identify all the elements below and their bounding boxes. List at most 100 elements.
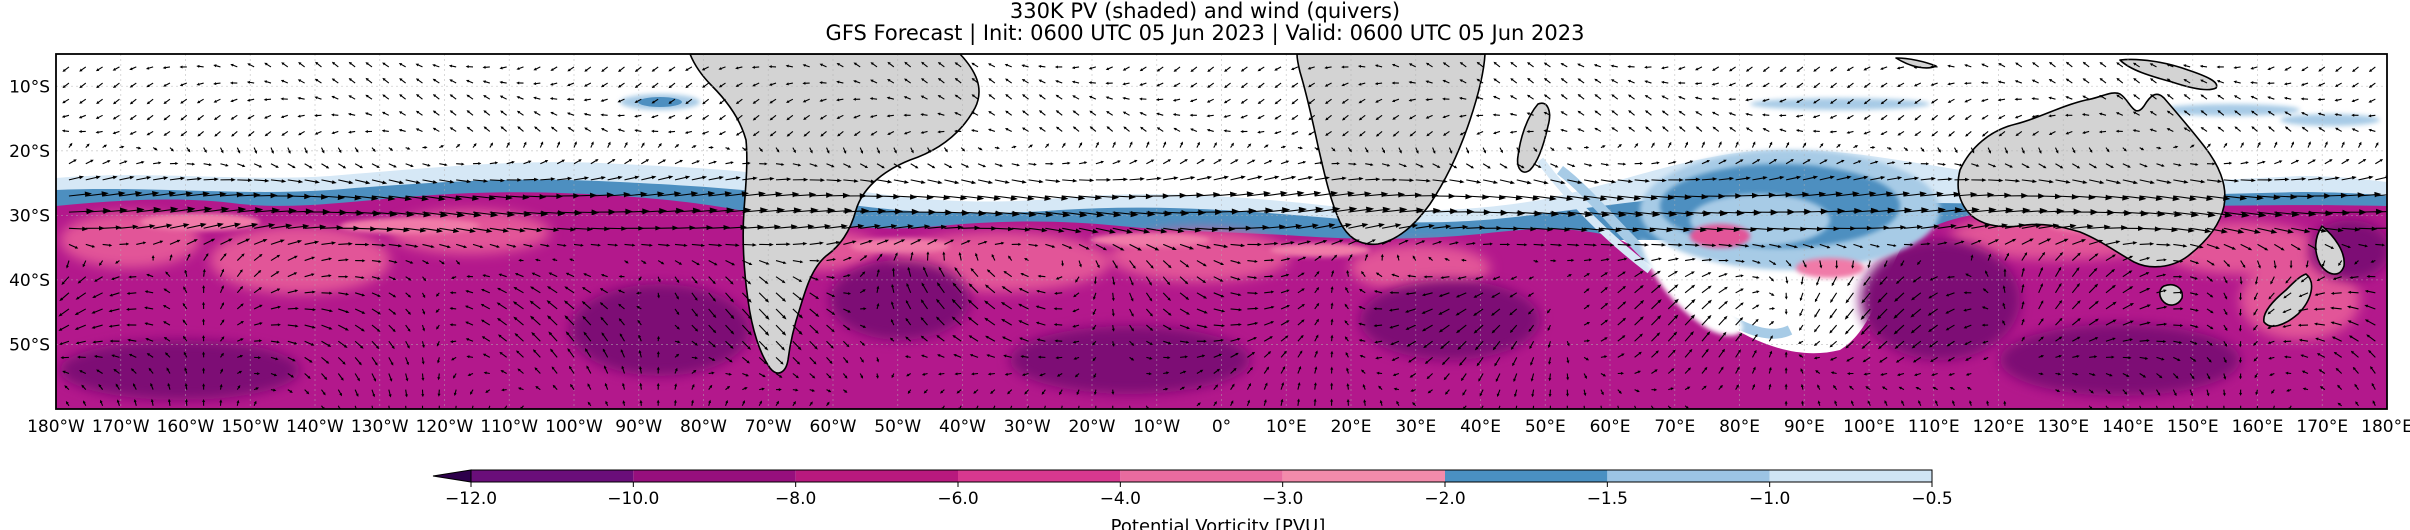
- quiver-arrow: [163, 98, 171, 105]
- quiver-arrow: [1476, 130, 1484, 135]
- quiver-arrow: [1543, 94, 1551, 100]
- quiver-arrow: [415, 128, 423, 132]
- quiver-arrow: [1819, 159, 1828, 165]
- quiver-arrow: [1493, 78, 1501, 84]
- quiver-arrow: [1728, 112, 1736, 116]
- quiver-arrow: [769, 114, 777, 121]
- quiver-arrow: [1240, 98, 1248, 104]
- quiver-arrow: [68, 175, 85, 181]
- x-tick-label: 140°E: [2102, 417, 2154, 437]
- quiver-arrow: [466, 110, 474, 116]
- quiver-arrow: [2014, 80, 2022, 84]
- quiver-arrow: [1190, 82, 1198, 88]
- quiver-arrow: [887, 79, 895, 84]
- quiver-arrow: [1527, 62, 1534, 68]
- quiver-arrow: [904, 61, 912, 68]
- x-tick-label: 80°E: [1719, 417, 1760, 437]
- quiver-arrow: [2082, 78, 2090, 84]
- quiver-arrow: [809, 178, 826, 182]
- quiver-arrow: [960, 163, 970, 168]
- quiver-arrow: [1937, 162, 1946, 166]
- quiver-arrow: [725, 146, 731, 150]
- quiver-arrow: [416, 94, 423, 100]
- quiver-arrow: [382, 77, 390, 84]
- quiver-arrow: [337, 147, 342, 154]
- quiver-arrow: [1054, 65, 1063, 69]
- quiver-arrow: [2257, 160, 2266, 165]
- quiver-arrow: [668, 82, 676, 89]
- quiver-arrow: [607, 141, 611, 148]
- quiver-arrow: [2200, 94, 2208, 100]
- quiver-arrow: [971, 129, 979, 133]
- quiver-arrow: [859, 147, 864, 154]
- quiver-arrow: [1785, 159, 1794, 165]
- quiver-arrow: [1678, 110, 1686, 116]
- quiver-arrow: [1550, 147, 1555, 151]
- quiver-arrow: [1257, 114, 1265, 119]
- quiver-arrow: [1347, 147, 1352, 153]
- quiver-arrow: [399, 78, 406, 84]
- quiver-arrow: [1375, 114, 1383, 121]
- quiver-arrow: [162, 66, 171, 70]
- quiver-arrow: [937, 95, 945, 100]
- quiver-arrow: [1348, 162, 1357, 166]
- quiver-arrow: [1391, 98, 1400, 103]
- quiver-arrow: [1358, 98, 1366, 104]
- quiver-arrow: [2105, 147, 2110, 153]
- quiver-arrow: [163, 114, 171, 121]
- quiver-arrow: [79, 98, 87, 104]
- quiver-arrow: [1459, 96, 1467, 100]
- quiver-arrow: [624, 175, 640, 181]
- quiver-arrow: [2031, 79, 2039, 84]
- quiver-arrow: [2065, 113, 2073, 117]
- quiver-arrow: [1240, 66, 1248, 72]
- quiver-arrow: [1846, 66, 1854, 71]
- quiver-arrow: [667, 130, 676, 134]
- quiver-arrow: [169, 176, 186, 181]
- quiver-arrow: [1694, 82, 1703, 86]
- quiver-arrow: [971, 62, 979, 68]
- quiver-arrow: [405, 163, 414, 168]
- quiver-arrow: [1870, 145, 1876, 149]
- quiver-arrow: [186, 177, 203, 181]
- quiver-arrow: [903, 130, 911, 135]
- quiver-arrow: [2200, 126, 2208, 132]
- quiver-arrow: [971, 111, 979, 116]
- quiver-arrow: [921, 61, 928, 68]
- quiver-arrow: [685, 66, 693, 71]
- quiver-arrow: [1291, 114, 1299, 120]
- quiver-arrow: [1162, 159, 1172, 165]
- quiver-arrow: [1106, 111, 1114, 116]
- quiver-arrow: [1274, 98, 1282, 105]
- colorbar-tick-label: −0.5: [1911, 489, 1952, 509]
- quiver-arrow: [1088, 95, 1097, 100]
- quiver-arrow: [1711, 111, 1720, 116]
- quiver-arrow: [230, 81, 238, 85]
- colorbar-tick-label: −1.0: [1749, 489, 1790, 509]
- quiver-arrow: [1543, 129, 1551, 133]
- quiver-arrow: [196, 64, 204, 68]
- quiver-arrow: [287, 179, 304, 184]
- quiver-arrow: [640, 142, 645, 148]
- quiver-arrow: [2233, 95, 2241, 100]
- quiver-arrow: [1475, 96, 1484, 100]
- quiver-arrow: [617, 128, 625, 132]
- quiver-arrow: [1662, 126, 1669, 132]
- quiver-arrow: [237, 178, 253, 183]
- quiver-arrow: [517, 126, 524, 132]
- quiver-arrow: [1038, 94, 1046, 100]
- quiver-arrow: [1038, 64, 1046, 68]
- quiver-arrow: [1779, 98, 1787, 103]
- quiver-arrow: [1516, 147, 1521, 153]
- quiver-arrow: [735, 130, 743, 136]
- quiver-arrow: [1937, 147, 1941, 153]
- y-tick-label: 50°S: [9, 335, 50, 355]
- quiver-arrow: [624, 141, 628, 148]
- quiver-arrow: [752, 114, 760, 121]
- quiver-arrow: [2274, 160, 2283, 165]
- quiver-arrow: [1509, 112, 1517, 116]
- quiver-arrow: [1364, 147, 1369, 153]
- quiver-arrow: [2065, 78, 2073, 84]
- quiver-arrow: [153, 176, 169, 181]
- quiver-arrow: [1819, 143, 1824, 148]
